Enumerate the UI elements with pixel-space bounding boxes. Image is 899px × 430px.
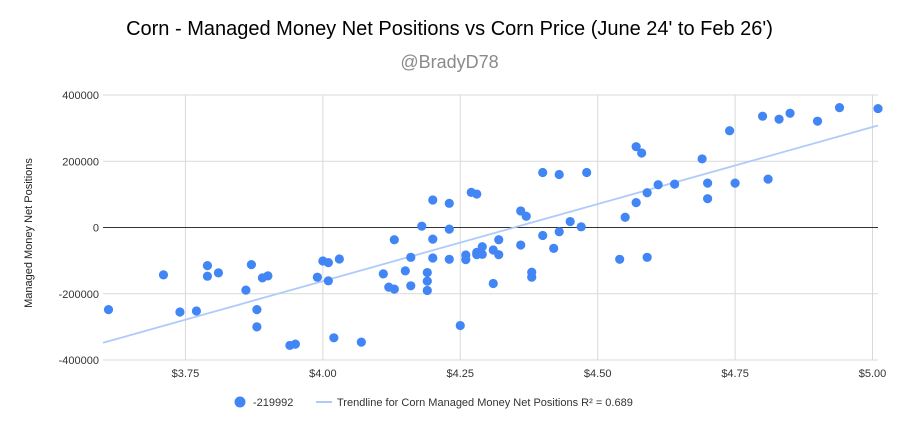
data-point xyxy=(642,188,652,198)
data-point xyxy=(620,212,630,222)
data-point xyxy=(697,154,707,164)
y-tick-label: -200000 xyxy=(59,289,99,301)
data-point xyxy=(873,103,883,114)
data-point xyxy=(763,174,773,184)
data-point xyxy=(549,243,559,253)
data-point xyxy=(444,198,454,208)
data-point xyxy=(103,305,114,315)
data-point xyxy=(406,281,416,291)
data-point xyxy=(428,195,438,205)
data-point xyxy=(554,227,564,237)
data-point xyxy=(444,224,454,234)
x-tick-label: $4.00 xyxy=(309,368,337,380)
x-tick-label: $4.75 xyxy=(721,368,749,380)
data-point xyxy=(812,116,823,126)
data-point xyxy=(422,276,432,286)
data-point xyxy=(724,126,735,136)
x-tick-label: $4.50 xyxy=(584,368,612,380)
data-point xyxy=(455,320,465,331)
data-point xyxy=(312,272,322,282)
data-point xyxy=(202,260,213,271)
data-point xyxy=(637,148,647,158)
data-point xyxy=(554,169,564,180)
y-axis-title: Managed Money Net Positions xyxy=(23,158,35,308)
data-point xyxy=(241,285,251,295)
data-point xyxy=(252,305,262,315)
data-point xyxy=(444,254,454,264)
legend-label-series: -219992 xyxy=(253,397,293,409)
data-point xyxy=(730,178,740,188)
data-point xyxy=(252,322,262,332)
data-point xyxy=(565,216,575,227)
data-point xyxy=(576,222,586,232)
trendline xyxy=(102,124,879,344)
data-point xyxy=(406,252,416,262)
data-point xyxy=(703,178,713,188)
y-tick-label: 400000 xyxy=(62,90,99,102)
legend-marker-series xyxy=(234,396,246,408)
data-point xyxy=(582,167,592,178)
point-layer xyxy=(103,102,883,351)
data-point xyxy=(417,221,427,231)
data-point xyxy=(615,254,625,264)
data-point xyxy=(516,240,526,250)
data-point xyxy=(477,249,487,259)
data-point xyxy=(642,252,652,262)
y-tick-label: 0 xyxy=(93,223,99,235)
data-point xyxy=(521,211,531,221)
data-point xyxy=(389,235,399,245)
data-point xyxy=(670,179,680,189)
data-point xyxy=(213,268,224,278)
data-point xyxy=(202,271,213,281)
data-point xyxy=(175,307,185,317)
data-point xyxy=(472,189,482,199)
x-tick-label: $3.75 xyxy=(172,368,200,380)
data-point xyxy=(422,267,432,278)
data-point xyxy=(422,285,432,296)
data-point xyxy=(389,284,399,294)
data-point xyxy=(191,306,202,316)
y-tick-label: 200000 xyxy=(62,156,99,168)
data-point xyxy=(494,250,504,260)
data-point xyxy=(538,167,548,178)
y-tick-label: -400000 xyxy=(59,355,99,367)
data-point xyxy=(757,111,768,121)
grid-layer xyxy=(103,94,878,361)
data-point xyxy=(378,269,388,279)
x-tick-label: $4.25 xyxy=(447,368,475,380)
data-point xyxy=(428,253,438,263)
data-point xyxy=(494,235,504,245)
data-point xyxy=(461,255,471,265)
data-point xyxy=(488,278,498,289)
data-point xyxy=(290,339,300,349)
data-point xyxy=(329,333,339,343)
data-point xyxy=(263,271,273,281)
data-point xyxy=(477,242,487,252)
data-point xyxy=(527,272,537,282)
data-point xyxy=(631,198,641,208)
data-point xyxy=(323,276,333,286)
data-point xyxy=(400,266,410,276)
data-point xyxy=(428,234,438,244)
data-point xyxy=(538,230,548,241)
data-point xyxy=(834,102,845,113)
legend: -219992 Trendline for Corn Managed Money … xyxy=(234,396,633,409)
data-point xyxy=(246,260,257,270)
axis-layer: $3.75 $4.00 $4.25 $4.50 $4.75 $5.00 400000 2000… xyxy=(59,90,887,380)
data-point xyxy=(631,142,641,152)
trend-layer xyxy=(102,124,879,344)
data-point xyxy=(158,270,169,280)
data-point xyxy=(334,254,344,264)
data-point xyxy=(703,194,713,204)
data-point xyxy=(653,180,663,190)
legend-label-trendline: Trendline for Corn Managed Money Net Pos… xyxy=(337,397,633,409)
data-point xyxy=(323,258,333,268)
data-point xyxy=(785,108,795,118)
chart-subtitle: @BradyD78 xyxy=(400,52,499,72)
data-point xyxy=(356,337,366,347)
data-point xyxy=(774,114,784,124)
x-tick-label: $5.00 xyxy=(859,368,887,380)
chart-title: Corn - Managed Money Net Positions vs Co… xyxy=(126,18,773,40)
